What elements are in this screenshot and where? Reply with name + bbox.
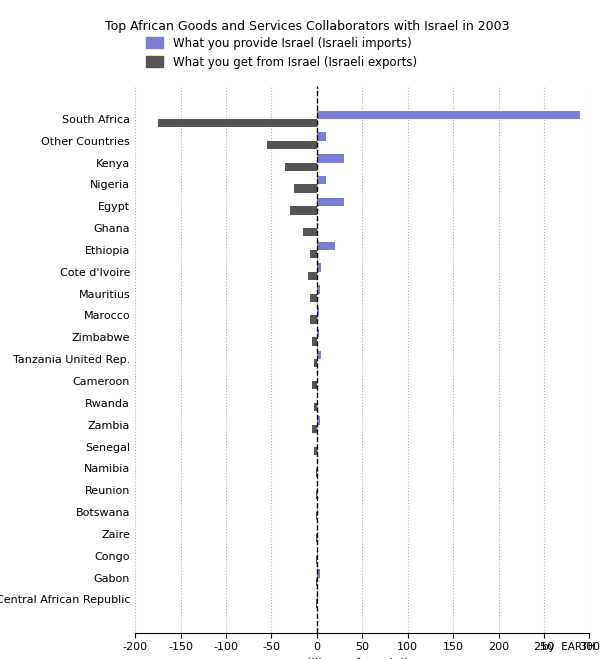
Bar xyxy=(317,329,319,337)
Bar xyxy=(303,228,317,237)
Bar xyxy=(316,600,317,608)
Bar xyxy=(314,403,317,411)
X-axis label: Millions of US dollars: Millions of US dollars xyxy=(297,658,427,659)
Bar xyxy=(313,424,317,433)
Bar xyxy=(317,264,321,272)
Bar xyxy=(290,206,317,215)
Bar xyxy=(294,185,317,192)
Bar xyxy=(316,578,317,586)
Bar xyxy=(317,416,319,424)
Bar xyxy=(317,176,326,185)
Bar xyxy=(316,534,317,542)
Bar xyxy=(285,163,317,171)
Bar xyxy=(317,198,344,206)
Bar xyxy=(317,154,344,163)
Bar xyxy=(313,337,317,345)
Bar xyxy=(317,569,319,578)
Bar xyxy=(309,250,317,258)
Bar xyxy=(317,132,326,140)
Bar xyxy=(158,119,317,127)
Text: by  EARTH: by EARTH xyxy=(542,643,596,652)
Bar xyxy=(317,111,580,119)
Legend: What you provide Israel (Israeli imports), What you get from Israel (Israeli exp: What you provide Israel (Israeli imports… xyxy=(141,32,422,73)
Bar xyxy=(314,359,317,368)
Bar xyxy=(309,294,317,302)
Bar xyxy=(317,242,335,250)
Bar xyxy=(317,285,319,294)
Bar xyxy=(317,307,319,316)
Bar xyxy=(316,512,317,521)
Bar xyxy=(309,316,317,324)
Bar xyxy=(316,556,317,564)
Bar xyxy=(267,140,317,149)
Bar xyxy=(313,381,317,389)
Bar xyxy=(314,447,317,455)
Bar xyxy=(316,490,317,499)
Bar xyxy=(308,272,317,280)
Bar xyxy=(317,351,321,359)
Text: Top African Goods and Services Collaborators with Israel in 2003: Top African Goods and Services Collabora… xyxy=(105,20,509,33)
Bar xyxy=(316,469,317,476)
